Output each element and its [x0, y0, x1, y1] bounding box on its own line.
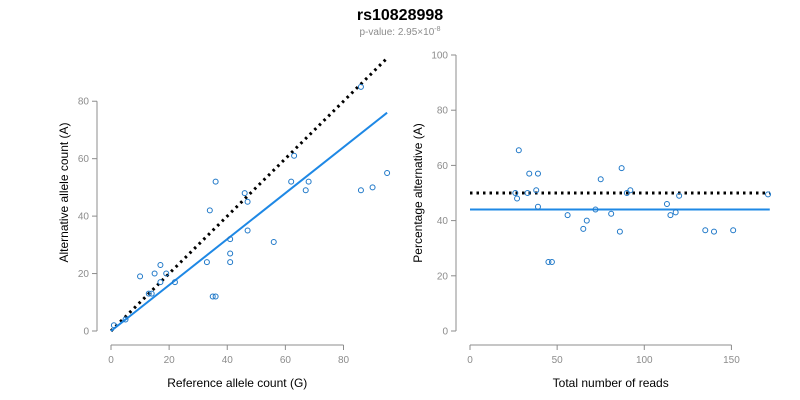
data-point — [227, 259, 234, 266]
chart-title: rs10828998 — [357, 7, 443, 24]
x-tick-label: 80 — [338, 355, 350, 366]
data-point — [244, 198, 251, 205]
panel-percentage-alternative: 0 20 40 60 80 100 0 50 100 150 Total number of rea… — [411, 51, 772, 390]
reference-line — [109, 57, 389, 333]
data-point — [512, 190, 519, 196]
y-tick-label: 40 — [78, 212, 90, 223]
x-tick-label: 60 — [280, 355, 292, 366]
x-axis-label: Reference allele count (G) — [167, 376, 307, 390]
y-tick-label: 100 — [431, 51, 448, 62]
data-point — [212, 293, 219, 300]
data-point — [357, 187, 364, 194]
data-point — [171, 279, 178, 286]
data-point — [209, 293, 216, 300]
data-point — [163, 270, 170, 277]
data-point — [157, 279, 164, 286]
y-tick-label: 80 — [437, 106, 449, 117]
y-tick-label: 0 — [83, 327, 89, 338]
data-point — [206, 207, 213, 214]
data-point — [526, 170, 533, 177]
data-point — [227, 236, 234, 243]
data-point — [227, 250, 234, 257]
data-point — [663, 201, 670, 208]
data-point — [110, 322, 117, 329]
subtitle-exponent: -8 — [434, 26, 440, 33]
data-point — [524, 190, 531, 196]
x-tick-label: 100 — [636, 355, 653, 366]
x-tick-label: 0 — [467, 355, 473, 366]
data-point — [514, 195, 521, 202]
data-point — [384, 170, 391, 177]
data-point — [288, 178, 295, 185]
data-point — [765, 191, 772, 198]
data-point — [548, 259, 555, 265]
data-point — [157, 261, 164, 268]
data-point — [580, 225, 587, 232]
data-point — [730, 227, 737, 234]
data-point — [667, 212, 674, 219]
data-point — [151, 270, 158, 277]
data-point — [618, 165, 625, 172]
data-point — [148, 290, 155, 297]
data-point — [145, 290, 152, 297]
data-point — [702, 227, 709, 234]
data-point — [672, 209, 679, 216]
data-point — [711, 228, 717, 235]
data-point — [597, 176, 604, 183]
y-tick-label: 20 — [78, 269, 90, 280]
y-tick-label: 60 — [78, 154, 90, 165]
data-point — [137, 273, 144, 280]
data-point — [357, 83, 364, 90]
data-point — [676, 192, 683, 199]
fit-line — [110, 111, 388, 332]
data-point — [534, 203, 541, 210]
y-tick-label: 20 — [437, 271, 449, 282]
x-axis-label: Total number of reads — [553, 376, 669, 390]
data-point — [203, 259, 210, 266]
data-point — [305, 178, 312, 185]
x-tick-label: 50 — [552, 355, 564, 366]
data-point — [244, 227, 251, 234]
data-point — [515, 147, 522, 154]
y-tick-label: 60 — [437, 161, 449, 172]
subtitle-text: p-value: 2.95×10 — [359, 27, 434, 38]
data-point — [545, 259, 552, 265]
y-tick-label: 80 — [78, 97, 90, 108]
data-point — [533, 187, 540, 194]
data-point — [302, 187, 309, 194]
y-axis-label: Alternative allele count (A) — [57, 122, 71, 262]
data-point — [564, 212, 571, 219]
data-point — [583, 217, 590, 224]
y-tick-label: 0 — [442, 327, 448, 338]
x-tick-label: 20 — [164, 355, 176, 366]
x-tick-label: 40 — [222, 355, 234, 366]
data-point — [534, 170, 541, 177]
data-point — [241, 190, 248, 197]
data-point — [592, 206, 599, 213]
data-point — [122, 316, 129, 323]
x-tick-label: 150 — [723, 355, 740, 366]
chart-subtitle: p-value: 2.95×10-8 — [359, 26, 440, 38]
x-tick-label: 0 — [108, 355, 114, 366]
panel-allele-counts: 0 20 40 60 80 0 20 40 60 80 Reference allele count… — [57, 57, 391, 390]
data-point — [627, 187, 634, 194]
data-point — [369, 184, 376, 191]
data-point — [608, 210, 615, 217]
y-tick-label: 40 — [437, 216, 449, 227]
y-axis-label: Percentage alternative (A) — [411, 123, 425, 262]
data-point — [212, 178, 219, 185]
data-point — [270, 238, 277, 245]
data-point — [291, 152, 298, 159]
data-point — [616, 228, 623, 235]
